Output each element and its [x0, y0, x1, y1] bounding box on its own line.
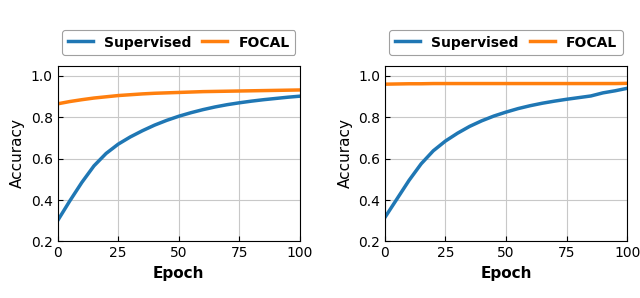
Supervised	[223, 103, 231, 106]
FOCAL	[260, 89, 268, 92]
FOCAL	[150, 91, 158, 95]
FOCAL	[527, 82, 534, 85]
Supervised	[150, 123, 158, 127]
FOCAL	[538, 82, 546, 85]
FOCAL	[417, 82, 425, 86]
FOCAL	[127, 93, 134, 97]
Supervised	[527, 104, 534, 108]
X-axis label: Epoch: Epoch	[153, 266, 205, 281]
FOCAL	[575, 82, 582, 85]
FOCAL	[478, 82, 486, 85]
FOCAL	[187, 90, 195, 94]
Supervised	[515, 107, 522, 110]
Supervised	[478, 119, 486, 122]
Supervised	[502, 110, 510, 114]
FOCAL	[623, 82, 631, 85]
FOCAL	[587, 82, 595, 85]
Supervised	[127, 135, 134, 139]
Line: FOCAL: FOCAL	[58, 90, 300, 104]
FOCAL	[248, 89, 255, 93]
FOCAL	[611, 82, 619, 85]
Line: FOCAL: FOCAL	[385, 83, 627, 84]
Supervised	[66, 199, 74, 203]
Supervised	[296, 94, 304, 98]
Supervised	[442, 139, 449, 143]
Supervised	[405, 179, 413, 182]
FOCAL	[393, 82, 401, 86]
Supervised	[102, 152, 110, 155]
FOCAL	[599, 82, 607, 85]
Supervised	[199, 108, 207, 111]
FOCAL	[429, 82, 437, 85]
FOCAL	[115, 94, 122, 97]
X-axis label: Epoch: Epoch	[480, 266, 532, 281]
Supervised	[454, 131, 461, 135]
Line: Supervised: Supervised	[385, 88, 627, 218]
Supervised	[550, 99, 558, 103]
FOCAL	[102, 95, 110, 99]
Supervised	[599, 91, 607, 95]
FOCAL	[163, 91, 170, 95]
Supervised	[260, 98, 268, 102]
FOCAL	[296, 88, 304, 92]
Line: Supervised: Supervised	[58, 96, 300, 221]
Supervised	[236, 101, 243, 105]
FOCAL	[272, 89, 280, 92]
FOCAL	[284, 89, 292, 92]
FOCAL	[466, 82, 474, 85]
Supervised	[417, 162, 425, 166]
Supervised	[429, 149, 437, 153]
Supervised	[78, 181, 86, 184]
Supervised	[163, 119, 170, 122]
Supervised	[466, 125, 474, 128]
Supervised	[490, 114, 498, 118]
FOCAL	[199, 90, 207, 93]
Supervised	[611, 89, 619, 93]
FOCAL	[405, 82, 413, 86]
FOCAL	[78, 98, 86, 102]
Supervised	[272, 97, 280, 100]
FOCAL	[223, 89, 231, 93]
FOCAL	[90, 96, 98, 100]
Supervised	[211, 105, 219, 109]
Supervised	[381, 216, 388, 219]
FOCAL	[442, 82, 449, 85]
FOCAL	[66, 100, 74, 103]
FOCAL	[490, 82, 498, 85]
Y-axis label: Accuracy: Accuracy	[10, 119, 25, 188]
Supervised	[623, 86, 631, 90]
FOCAL	[515, 82, 522, 85]
Supervised	[139, 129, 147, 133]
FOCAL	[175, 91, 182, 94]
Supervised	[587, 94, 595, 98]
FOCAL	[139, 92, 147, 96]
Supervised	[393, 197, 401, 201]
Supervised	[175, 114, 182, 118]
Supervised	[115, 142, 122, 146]
Supervised	[563, 97, 570, 101]
FOCAL	[211, 90, 219, 93]
FOCAL	[502, 82, 510, 85]
Supervised	[538, 101, 546, 105]
Supervised	[187, 111, 195, 114]
FOCAL	[381, 82, 388, 86]
Supervised	[284, 95, 292, 99]
Y-axis label: Accuracy: Accuracy	[337, 119, 353, 188]
Supervised	[90, 164, 98, 168]
Supervised	[248, 99, 255, 103]
Legend: Supervised, FOCAL: Supervised, FOCAL	[390, 30, 623, 55]
FOCAL	[550, 82, 558, 85]
Supervised	[575, 96, 582, 100]
Supervised	[54, 219, 61, 223]
FOCAL	[563, 82, 570, 85]
FOCAL	[454, 82, 461, 85]
FOCAL	[54, 102, 61, 105]
Legend: Supervised, FOCAL: Supervised, FOCAL	[62, 30, 295, 55]
FOCAL	[236, 89, 243, 93]
